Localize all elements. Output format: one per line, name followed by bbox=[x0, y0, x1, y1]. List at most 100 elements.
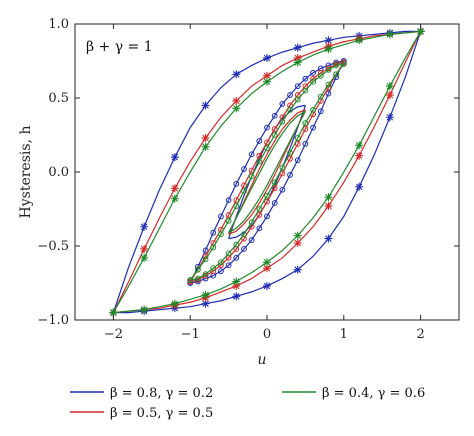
loop-a1-upper-branch bbox=[189, 60, 344, 284]
loop-a1-upper-branch bbox=[189, 63, 344, 281]
asterisk-marker bbox=[140, 244, 149, 253]
y-tick-label: 0.5 bbox=[48, 91, 69, 106]
circle-marker bbox=[271, 132, 278, 138]
circle-marker bbox=[202, 247, 209, 254]
circle-marker bbox=[271, 126, 278, 132]
circle-marker bbox=[187, 277, 194, 283]
x-axis-label: u bbox=[257, 352, 266, 368]
asterisk-marker bbox=[385, 82, 394, 91]
circle-marker bbox=[333, 62, 340, 69]
asterisk-marker bbox=[324, 45, 333, 54]
circle-marker bbox=[333, 71, 340, 78]
circle-marker bbox=[325, 66, 332, 73]
asterisk-marker bbox=[140, 222, 149, 231]
asterisk-marker bbox=[201, 299, 210, 308]
circle-marker bbox=[310, 106, 316, 113]
asterisk-marker bbox=[263, 54, 271, 63]
asterisk-marker bbox=[293, 43, 302, 52]
circle-marker bbox=[310, 124, 316, 131]
plot-frame bbox=[74, 23, 460, 321]
asterisk-marker bbox=[385, 91, 394, 100]
legend: β = 0.8, γ = 0.2 β = 0.5, γ = 0.5 β = 0.4,… bbox=[70, 386, 425, 421]
circle-marker bbox=[256, 158, 263, 165]
y-tick-label: −1.0 bbox=[37, 313, 69, 328]
asterisk-marker bbox=[232, 96, 241, 105]
circle-marker bbox=[218, 213, 224, 220]
circle-marker bbox=[256, 138, 263, 144]
circle-marker bbox=[225, 217, 232, 224]
circle-marker bbox=[241, 188, 247, 195]
circle-marker bbox=[302, 87, 309, 94]
circle-marker bbox=[271, 112, 278, 119]
circle-marker bbox=[279, 164, 286, 171]
y-tick-label: −0.5 bbox=[37, 239, 69, 254]
circle-marker bbox=[287, 92, 293, 98]
circle-marker bbox=[271, 200, 278, 206]
y-tick-label: 1.0 bbox=[48, 17, 69, 32]
loop-a1-lower-branch bbox=[190, 60, 345, 284]
series-3 bbox=[109, 27, 425, 317]
asterisk-marker bbox=[263, 258, 271, 267]
circle-marker bbox=[279, 186, 286, 193]
asterisk-marker bbox=[201, 101, 210, 110]
circle-marker bbox=[340, 61, 347, 67]
asterisk-marker bbox=[293, 265, 302, 274]
circle-marker bbox=[325, 90, 332, 97]
circle-marker bbox=[256, 206, 263, 212]
legend-label: β = 0.4, γ = 0.6 bbox=[322, 386, 425, 401]
circle-marker bbox=[310, 69, 316, 76]
asterisk-marker bbox=[355, 182, 364, 191]
circle-marker bbox=[194, 266, 201, 273]
circle-marker bbox=[218, 268, 224, 275]
asterisk-marker bbox=[324, 193, 333, 202]
circle-marker bbox=[233, 180, 240, 187]
asterisk-marker bbox=[293, 231, 302, 240]
y-tick-label: 0.0 bbox=[48, 165, 69, 180]
circle-marker bbox=[264, 145, 270, 152]
circle-marker bbox=[248, 219, 255, 226]
y-axis-label: Hysteresis, h bbox=[18, 126, 34, 219]
legend-label: β = 0.5, γ = 0.5 bbox=[110, 406, 213, 421]
asterisk-marker bbox=[232, 104, 241, 113]
asterisk-marker bbox=[293, 239, 302, 248]
circle-marker bbox=[241, 166, 247, 172]
x-tick-label: 2 bbox=[416, 327, 424, 342]
circle-marker bbox=[256, 152, 263, 159]
curves-group bbox=[109, 27, 425, 317]
asterisk-marker bbox=[385, 30, 394, 39]
asterisk-marker bbox=[232, 70, 241, 79]
circle-marker bbox=[256, 225, 263, 232]
circle-marker bbox=[233, 203, 240, 209]
legend-label: β = 0.8, γ = 0.2 bbox=[110, 386, 213, 401]
circle-marker bbox=[310, 78, 316, 85]
circle-marker bbox=[233, 254, 240, 261]
circle-marker bbox=[264, 198, 270, 205]
circle-marker bbox=[302, 120, 309, 127]
circle-marker bbox=[241, 246, 247, 252]
x-tick-label: −1 bbox=[181, 327, 200, 342]
circle-marker bbox=[233, 241, 240, 248]
circle-marker bbox=[225, 262, 232, 269]
asterisk-marker bbox=[170, 299, 179, 308]
circle-marker bbox=[241, 231, 247, 238]
circle-marker bbox=[279, 118, 286, 125]
asterisk-marker bbox=[232, 277, 241, 286]
circle-marker bbox=[287, 106, 293, 113]
x-tick-label: 0 bbox=[263, 327, 271, 342]
asterisk-marker bbox=[263, 77, 271, 86]
asterisk-marker bbox=[201, 142, 210, 151]
circle-marker bbox=[264, 139, 270, 146]
circle-marker bbox=[294, 135, 301, 141]
asterisk-marker bbox=[109, 308, 118, 317]
circle-marker bbox=[317, 108, 324, 115]
asterisk-marker bbox=[324, 202, 333, 211]
circle-marker bbox=[294, 96, 301, 103]
asterisk-marker bbox=[232, 281, 241, 290]
loop-a0_5-lower-branch bbox=[228, 111, 306, 234]
circle-marker bbox=[287, 172, 293, 178]
asterisk-marker bbox=[263, 264, 271, 273]
loop-a0_5-upper-branch bbox=[228, 110, 306, 233]
circle-marker bbox=[218, 259, 224, 266]
asterisk-marker bbox=[201, 133, 210, 142]
